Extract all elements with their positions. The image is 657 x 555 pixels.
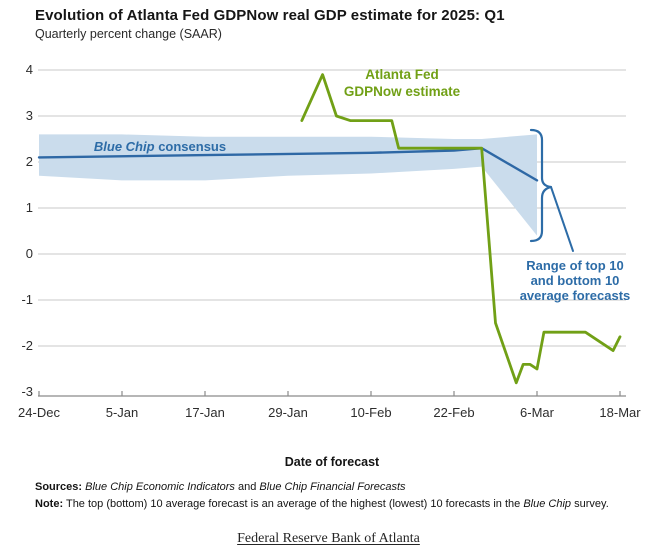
y-tick-label: 0 bbox=[25, 246, 33, 261]
consensus-word: consensus bbox=[158, 139, 227, 154]
gdpnow-label-line1: Atlanta Fed bbox=[365, 67, 439, 82]
gdpnow-label-line2: GDPNow estimate bbox=[343, 84, 461, 99]
note-line: Note: The top (bottom) 10 average foreca… bbox=[35, 497, 610, 512]
x-tick-label: 22-Feb bbox=[433, 405, 475, 420]
y-tick-label: -1 bbox=[21, 292, 33, 307]
sources-line: Sources: Blue Chip Economic Indicators a… bbox=[35, 481, 635, 493]
x-axis-title: Date of forecast bbox=[284, 455, 380, 469]
x-tick-label: 17-Jan bbox=[185, 405, 225, 420]
note-italic: Blue Chip bbox=[523, 498, 572, 510]
range-label-line3: average forecasts bbox=[519, 288, 631, 303]
gdpnow-estimate-label: Atlanta Fed GDPNow estimate bbox=[312, 66, 492, 100]
gridlines bbox=[38, 69, 626, 347]
y-tick-label: 4 bbox=[25, 62, 33, 77]
blue-chip-consensus-label: Blue Chip consensus bbox=[60, 139, 260, 154]
chart-title: Evolution of Atlanta Fed GDPNow real GDP… bbox=[35, 7, 505, 24]
x-tick-label: 18-Mar bbox=[599, 405, 641, 420]
y-tick-label: 3 bbox=[25, 108, 33, 123]
y-tick-label: 2 bbox=[25, 154, 33, 169]
x-tick-label: 24-Dec bbox=[18, 405, 60, 420]
data-lines bbox=[37, 73, 622, 385]
y-tick-label: -3 bbox=[21, 384, 33, 399]
range-label-line1: Range of top 10 bbox=[526, 258, 624, 273]
sources-label: Sources: bbox=[35, 481, 83, 493]
x-tick-label: 29-Jan bbox=[268, 405, 308, 420]
note-text-2: survey. bbox=[574, 498, 609, 510]
source-1: Blue Chip Economic Indicators bbox=[85, 481, 235, 493]
y-tick-label: -2 bbox=[21, 338, 33, 353]
x-tick-label: 6-Mar bbox=[520, 405, 554, 420]
note-label: Note: bbox=[35, 498, 64, 510]
range-forecasts-label: Range of top 10 and bottom 10 average fo… bbox=[496, 258, 654, 303]
attribution-row: Federal Reserve Bank of Atlanta bbox=[0, 529, 657, 547]
range-bracket bbox=[529, 128, 574, 252]
source-2: Blue Chip Financial Forecasts bbox=[259, 481, 406, 493]
x-tick-label: 5-Jan bbox=[105, 405, 139, 420]
chart-subtitle: Quarterly percent change (SAAR) bbox=[35, 27, 222, 41]
x-tick-label: 10-Feb bbox=[350, 405, 392, 420]
forecast-range-band bbox=[39, 134, 537, 236]
federal-reserve-bank-atlanta-link[interactable]: Federal Reserve Bank of Atlanta bbox=[237, 531, 420, 546]
note-text-1: The top (bottom) 10 average forecast is … bbox=[65, 498, 521, 510]
range-label-line2: and bottom 10 bbox=[530, 273, 620, 288]
blue-chip-italic: Blue Chip bbox=[93, 139, 155, 154]
and-word: and bbox=[238, 481, 257, 493]
y-tick-label: 1 bbox=[25, 200, 33, 215]
x-axis bbox=[38, 391, 626, 397]
